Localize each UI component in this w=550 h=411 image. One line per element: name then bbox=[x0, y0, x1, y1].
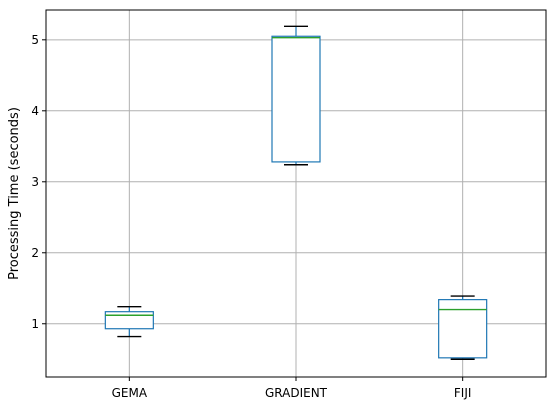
box-plot-marks bbox=[104, 25, 488, 360]
y-tick-label: 5 bbox=[31, 33, 39, 47]
box-iqr bbox=[438, 299, 488, 359]
x-tick-label: GEMA bbox=[112, 386, 148, 400]
box-iqr bbox=[271, 35, 321, 163]
axis-ticks: 1 2 3 4 5 GEMA GRADIENT FIJI bbox=[31, 33, 471, 400]
y-axis-label: Processing Time (seconds) bbox=[7, 107, 22, 280]
box-group-gradient bbox=[271, 25, 321, 166]
y-tick-label: 1 bbox=[31, 317, 39, 331]
box-group-fiji bbox=[438, 295, 488, 360]
x-tick-label: GRADIENT bbox=[265, 386, 328, 400]
box-iqr bbox=[104, 311, 154, 330]
y-tick-label: 4 bbox=[31, 104, 39, 118]
box-group-gema bbox=[104, 306, 154, 338]
y-tick-label: 3 bbox=[31, 175, 39, 189]
y-tick-label: 2 bbox=[31, 246, 39, 260]
x-tick-label: FIJI bbox=[454, 386, 472, 400]
